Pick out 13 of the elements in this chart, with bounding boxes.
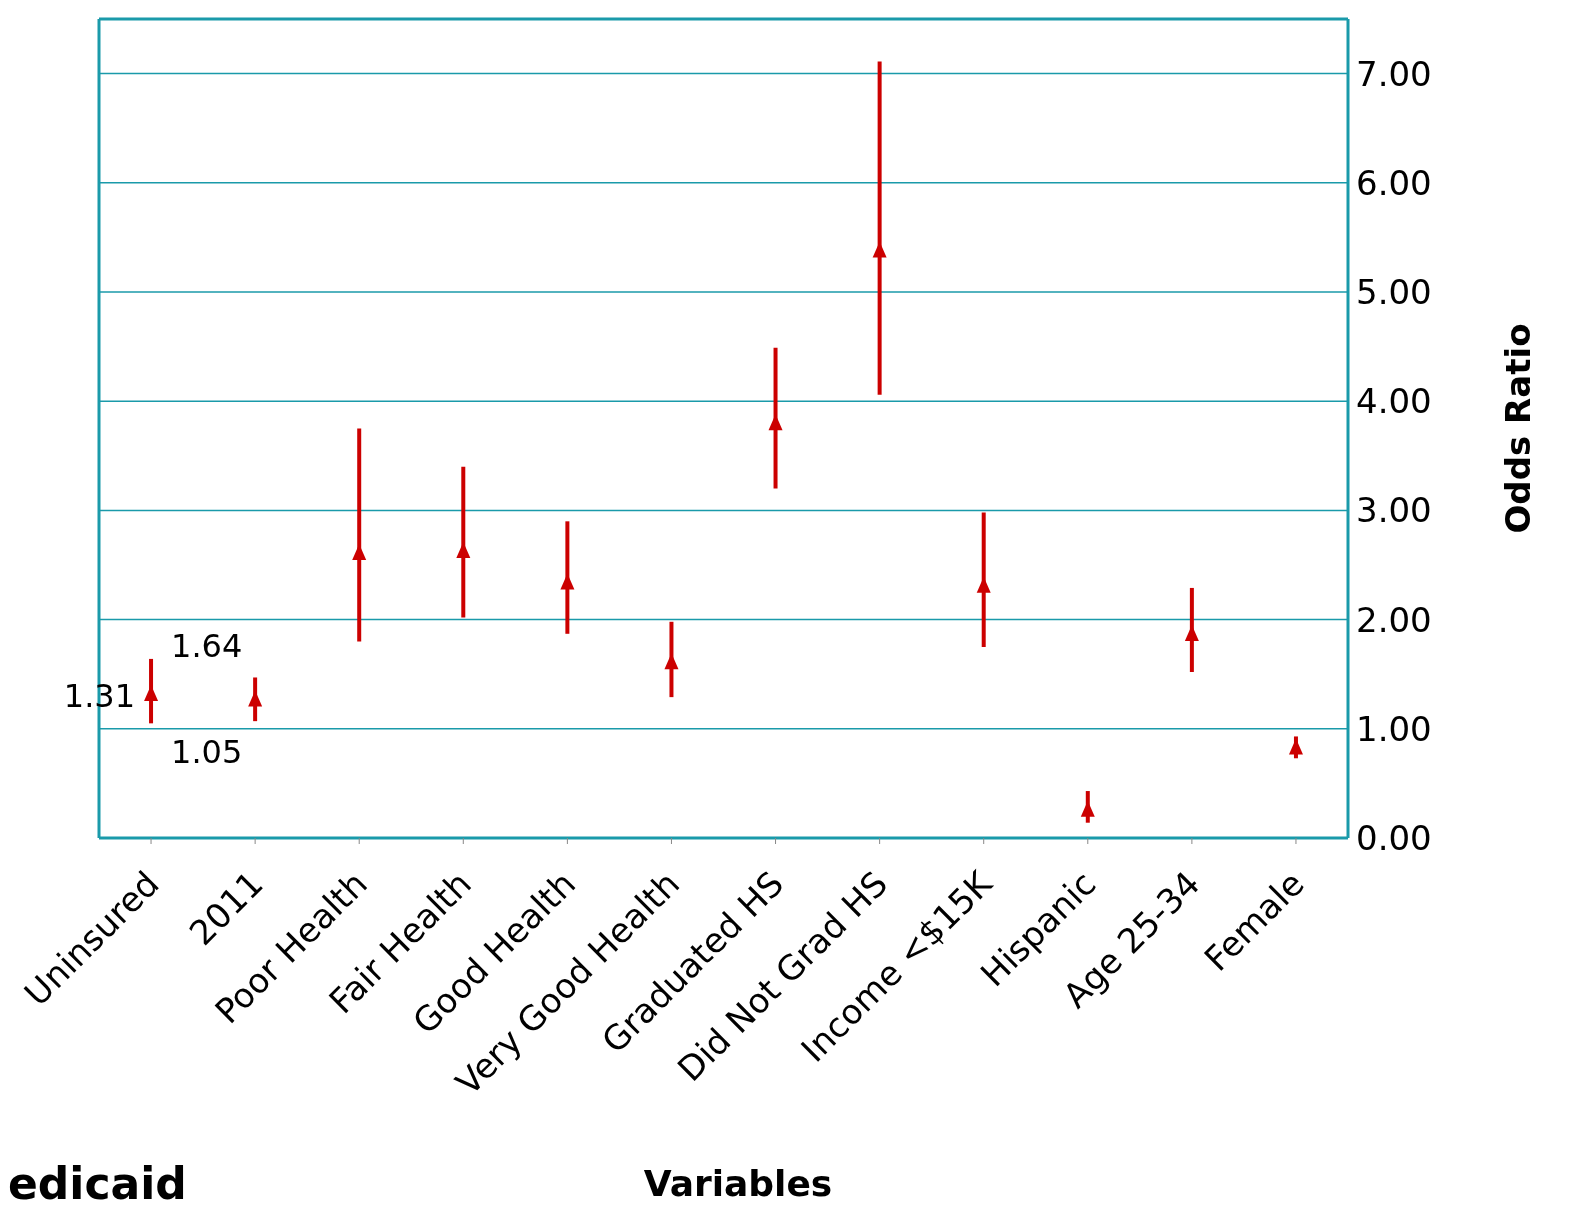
annotation: 1.05 xyxy=(171,733,243,772)
text: edicaid xyxy=(8,1158,187,1209)
y-tick-label: 3.00 xyxy=(1356,490,1432,531)
y-tick-label: 1.00 xyxy=(1356,708,1432,749)
y-tick-label: 7.00 xyxy=(1356,53,1432,94)
annotation: 1.64 xyxy=(171,626,243,665)
y-tick-label: 2.00 xyxy=(1356,599,1432,640)
y-tick-label: 4.00 xyxy=(1356,381,1432,422)
y-tick-label: 6.00 xyxy=(1356,162,1432,203)
y-tick-label: 5.00 xyxy=(1356,272,1432,313)
x-axis-title: Variables xyxy=(643,1163,833,1204)
y-axis-title: Odds Ratio xyxy=(1498,323,1539,534)
y-tick-label: 0.00 xyxy=(1356,818,1432,859)
